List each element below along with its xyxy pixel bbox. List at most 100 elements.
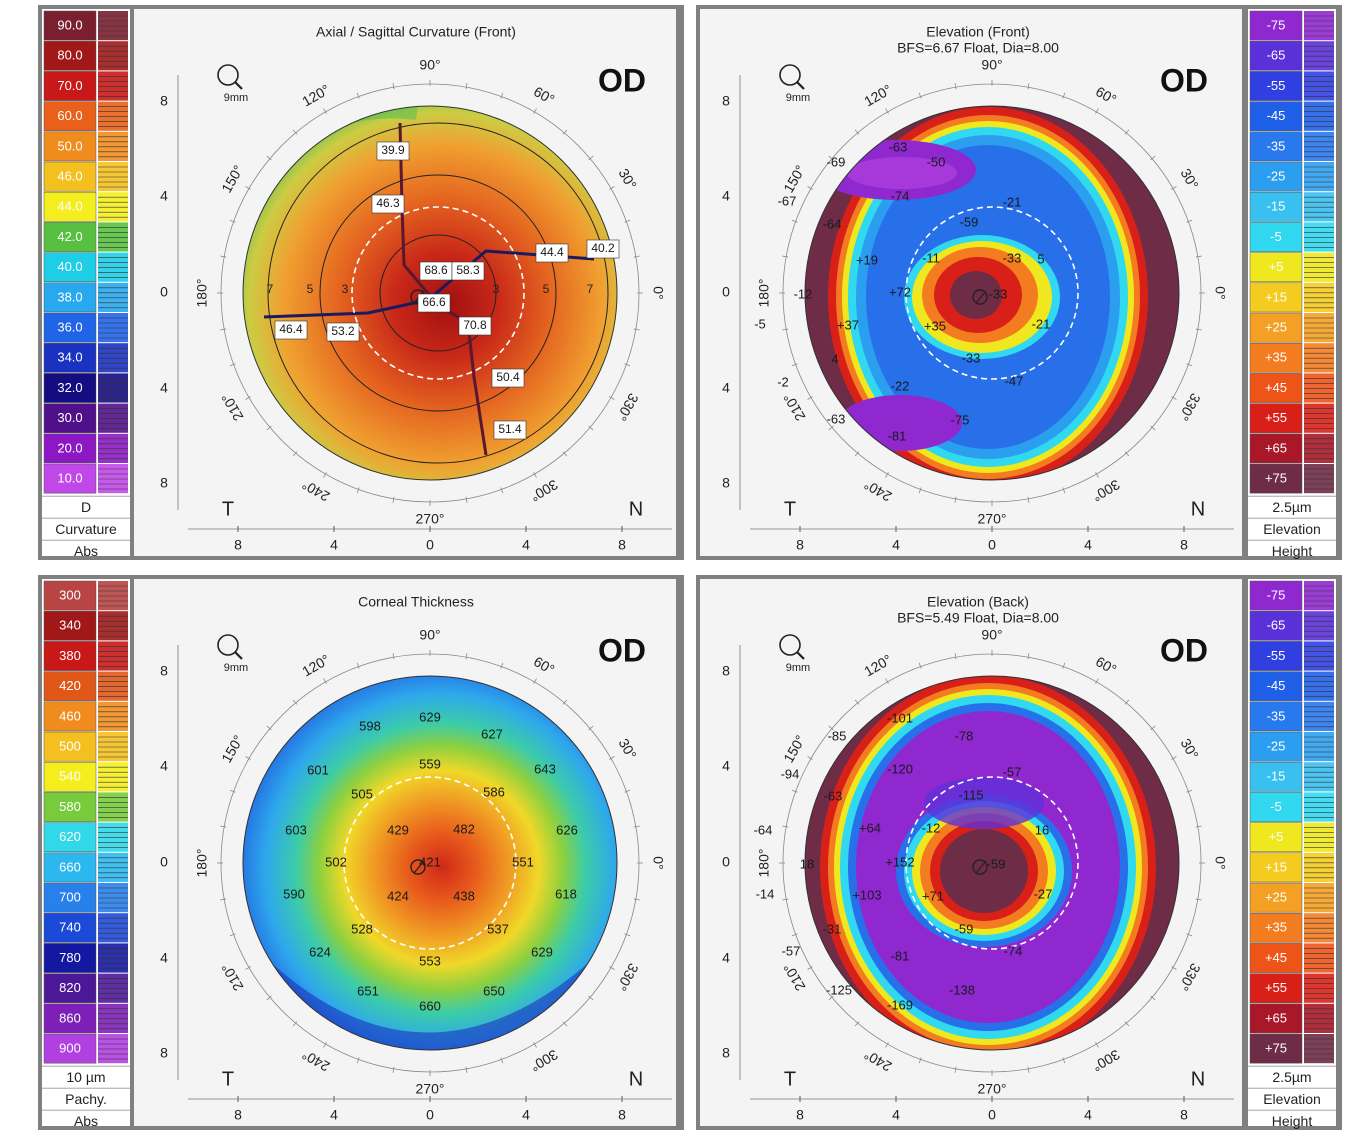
scale-label: +15	[1265, 859, 1287, 874]
map-panel-axial: 90.0 80.0 70.0 60.0 50.0 46.0 44.0 42.0 40.0 38.0…	[38, 5, 684, 560]
scale-footer: 2.5µm	[1272, 499, 1311, 515]
scale-label: 50.0	[57, 138, 82, 153]
map-value: 44.4	[540, 245, 564, 259]
scale-label: 580	[59, 799, 81, 814]
scale-label: +35	[1265, 920, 1287, 935]
scale-swatch	[1249, 973, 1303, 1004]
zoom-icon[interactable]	[217, 64, 243, 90]
scale-swatch	[1249, 701, 1303, 732]
map-value: 502	[325, 854, 347, 869]
map-value: -50	[927, 154, 946, 169]
ring-label: 7	[267, 282, 274, 296]
map-value: +103	[852, 887, 881, 902]
map-value: 660	[419, 998, 441, 1013]
y-tick-label: 4	[160, 758, 168, 774]
map-subtitle: BFS=6.67 Float, Dia=8.00	[897, 40, 1059, 56]
map-value: 70.8	[463, 318, 487, 332]
zoom-icon[interactable]	[217, 634, 243, 660]
map-value: -33	[1003, 250, 1022, 265]
x-tick-label: 8	[618, 1107, 626, 1123]
scale-label: +25	[1265, 890, 1287, 905]
map-title: Elevation (Front)	[926, 24, 1029, 40]
x-tick-label: 4	[330, 1107, 338, 1123]
angle-label: 90°	[419, 627, 440, 643]
scale-swatch	[1249, 792, 1303, 822]
angle-label: 0°	[1212, 856, 1228, 869]
map-value: -11	[922, 250, 940, 265]
map-value: 559	[419, 756, 441, 771]
scale-label: 780	[59, 950, 81, 965]
map-value: 424	[387, 888, 409, 903]
scale-swatch	[1249, 671, 1303, 702]
scale-footer: Height	[1272, 543, 1313, 559]
map-value: -59	[955, 921, 974, 936]
scale-swatch	[43, 1003, 97, 1034]
map-value: +152	[885, 854, 914, 869]
scale-label: 60.0	[57, 108, 82, 123]
map-value: 51.4	[498, 422, 522, 436]
scale-footer: Pachy.	[65, 1091, 107, 1107]
map-value: -57	[782, 943, 801, 958]
map-boundary	[242, 675, 618, 1051]
map-value: 39.9	[381, 143, 405, 157]
y-tick-label: 8	[160, 663, 168, 679]
scale-footer: Abs	[74, 543, 98, 559]
map-value: 624	[309, 944, 331, 959]
ring-label: 3	[493, 282, 500, 296]
scale-label: 44.0	[57, 199, 82, 214]
map-value: -63	[889, 139, 908, 154]
ring-label: 7	[587, 282, 594, 296]
scale-footer: Elevation	[1263, 1091, 1321, 1107]
scale-footer: Elevation	[1263, 521, 1321, 537]
temporal-label: T	[222, 498, 234, 520]
angle-label: 180°	[756, 279, 772, 308]
map-value: 586	[483, 784, 505, 799]
nasal-label: N	[629, 1068, 643, 1090]
map-value: 5	[1037, 251, 1044, 266]
scale-label: 70.0	[57, 78, 82, 93]
scale-label: -35	[1267, 138, 1286, 153]
map-overlay	[905, 776, 1079, 950]
map-value: 438	[453, 888, 475, 903]
y-tick-label: 0	[160, 854, 168, 870]
scale-label: +5	[1269, 829, 1284, 844]
map-value: -64	[823, 216, 842, 231]
scale-label: -25	[1267, 739, 1286, 754]
y-tick-label: 4	[722, 380, 730, 396]
y-tick-label: 4	[722, 188, 730, 204]
map-value: -169	[887, 997, 913, 1012]
scale-label: 820	[59, 980, 81, 995]
y-tick-label: 4	[160, 950, 168, 966]
zoom-icon[interactable]	[779, 634, 805, 660]
y-tick-label: 8	[160, 1045, 168, 1061]
angle-label: 90°	[981, 57, 1002, 73]
scale-label: -15	[1267, 199, 1286, 214]
eye-label: OD	[1160, 632, 1208, 668]
map-value: +72	[889, 284, 911, 299]
scale-swatch	[1249, 822, 1303, 853]
angle-label: 0°	[1212, 286, 1228, 299]
map-value: 629	[531, 944, 553, 959]
scale-swatch	[1249, 912, 1303, 943]
scale-label: 34.0	[57, 350, 82, 365]
ring-label: 5	[307, 282, 314, 296]
map-value: -75	[951, 412, 970, 427]
scale-swatch	[43, 852, 97, 883]
y-tick-label: 8	[722, 663, 730, 679]
map-value: -101	[887, 710, 913, 725]
angle-label: 90°	[981, 627, 1002, 643]
protractor	[217, 650, 643, 1076]
scale-swatch	[1249, 433, 1303, 464]
scale-label: 32.0	[57, 380, 82, 395]
scale-label: +45	[1265, 950, 1287, 965]
y-tick-label: 8	[722, 1045, 730, 1061]
zoom-icon[interactable]	[779, 64, 805, 90]
scale-swatch	[43, 373, 97, 403]
scale-swatch	[43, 1033, 97, 1064]
scale-swatch	[1249, 222, 1303, 252]
map-value: -67	[778, 193, 797, 208]
map-value: 68.6	[424, 263, 448, 277]
scale-label: 10.0	[57, 471, 82, 486]
x-tick-label: 0	[426, 1107, 434, 1123]
